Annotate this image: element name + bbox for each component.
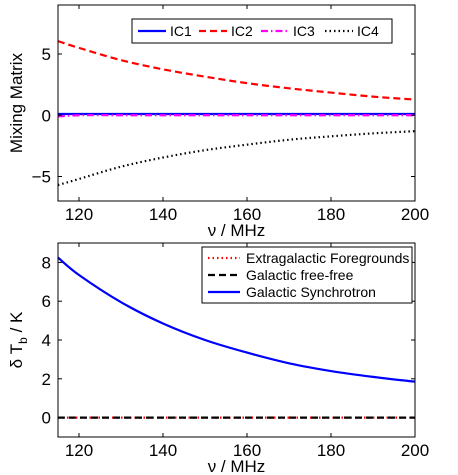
panel2-series-3-line: [57, 256, 416, 383]
panel1-series-4-line: [57, 130, 416, 187]
panel2-ytick-label: 8: [42, 253, 51, 272]
panel2-ytick-label: 2: [42, 370, 51, 389]
panel2-legend-label-3: Galactic Synchrotron: [246, 284, 376, 300]
panel2-xtick-label: 120: [65, 441, 93, 460]
panel1-legend-label-2: IC2: [231, 23, 253, 39]
panel1-legend-label-4: IC4: [357, 23, 379, 39]
panel1-legend-label-3: IC3: [293, 23, 315, 39]
panel1-legend-label-1: IC1: [170, 23, 192, 39]
panel2-xtick-label: 140: [149, 441, 177, 460]
panel2-ytick-label: 4: [42, 331, 51, 350]
panel1: 120 140 160 180 200 −5 0 5 ν / MHz Mixing Matrix I…: [7, 4, 429, 240]
panel2-xtick-label: 200: [401, 441, 429, 460]
panel2-xtick-label: 180: [317, 441, 345, 460]
panel1-xlabel: ν / MHz: [208, 221, 266, 240]
panel2-legend-label-1: Extragalactic Foregrounds: [246, 250, 409, 266]
panel1-series-2-line: [57, 40, 416, 101]
panel2-ytick-label: 0: [42, 409, 51, 428]
panel2: 120 140 160 180 200 0 2 4 6 8 ν / MHz δ Tb / K Extra…: [7, 242, 429, 475]
panel2-ytick-label: 6: [42, 292, 51, 311]
panel1-axes-frame: [57, 4, 416, 202]
panel1-xtick-label: 120: [65, 205, 93, 224]
panel1-ytick-label: −5: [32, 168, 51, 187]
panel1-xtick-label: 160: [233, 205, 261, 224]
panel1-ytick-label: 0: [42, 106, 51, 125]
panel2-xlabel: ν / MHz: [208, 457, 266, 475]
panel1-series-3-line: [57, 114, 415, 118]
panel1-xtick-label: 200: [401, 205, 429, 224]
panel1-ytick-label: 5: [42, 45, 51, 64]
panel2-xtick-label: 160: [233, 441, 261, 460]
panel2-legend-label-2: Galactic free-free: [246, 267, 354, 283]
panel1-xtick-label: 140: [149, 205, 177, 224]
panel1-xtick-label: 180: [317, 205, 345, 224]
panel2-ylabel: δ Tb / K: [7, 311, 30, 368]
panel1-legend: IC1 IC2 IC3 IC4: [131, 18, 393, 44]
panel1-ylabel: Mixing Matrix: [7, 52, 26, 153]
